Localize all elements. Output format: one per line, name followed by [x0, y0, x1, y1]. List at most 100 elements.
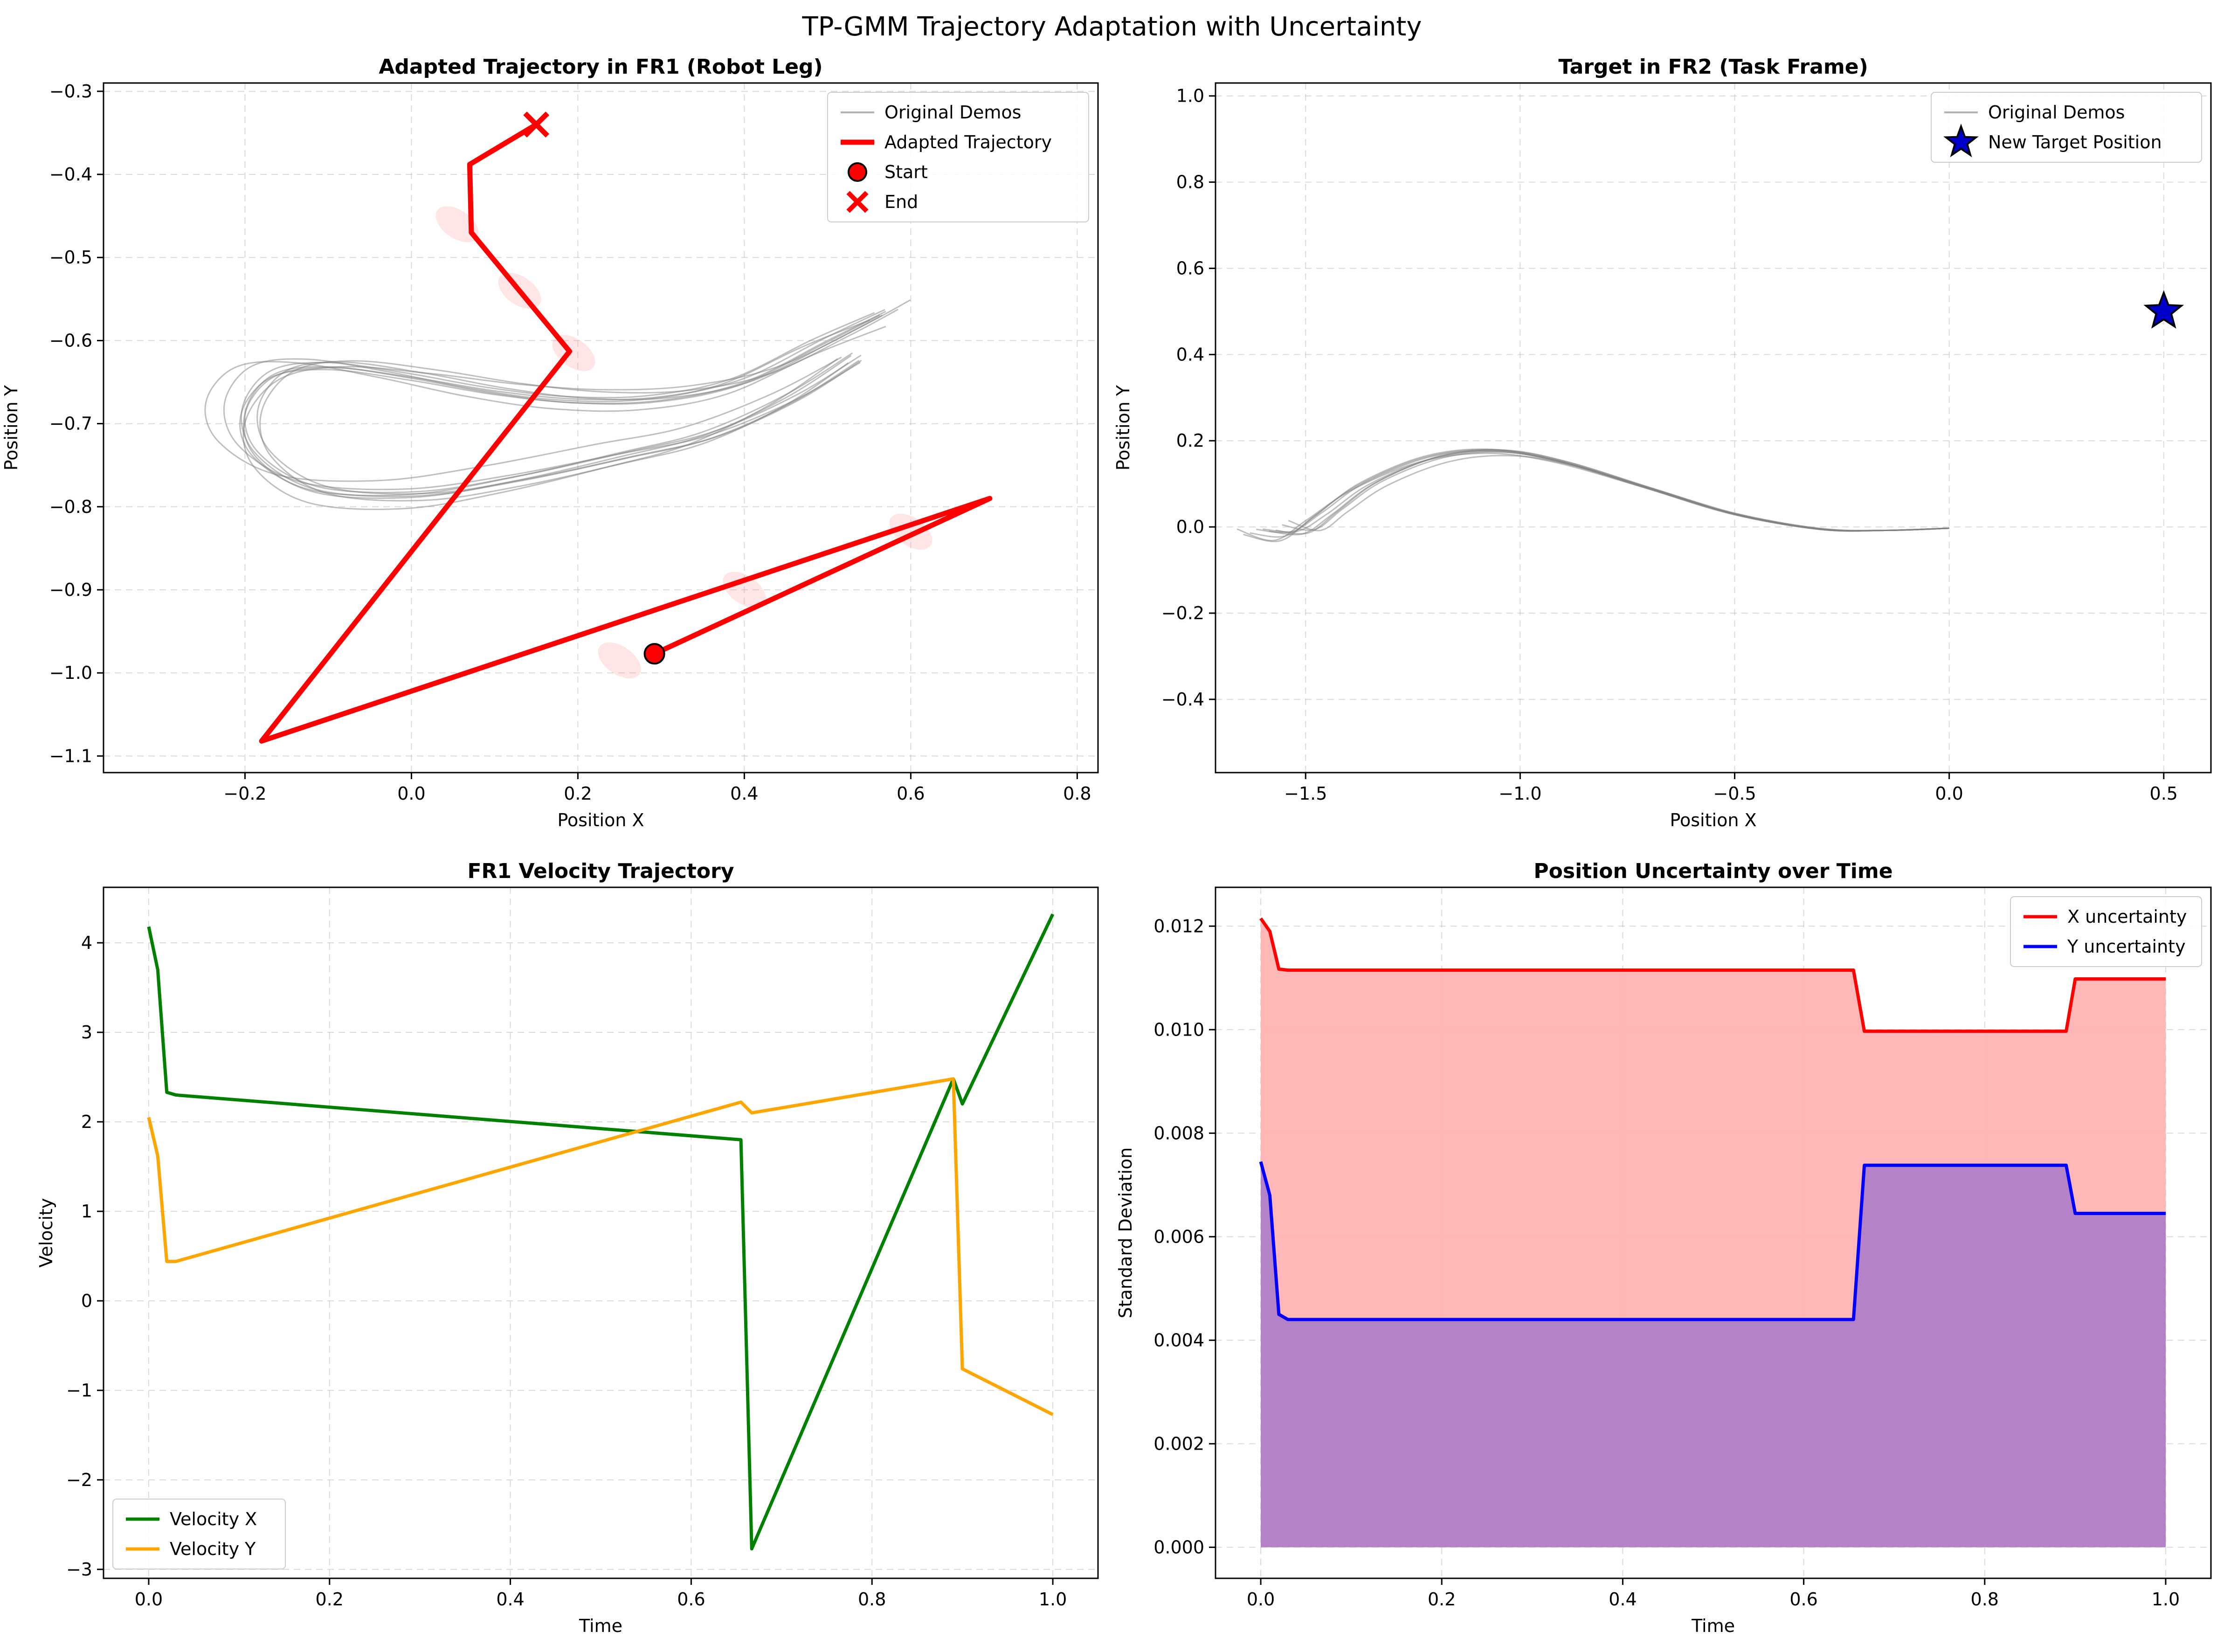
legend-label: Velocity Y — [170, 1539, 256, 1559]
x-axis-label: Position X — [557, 810, 644, 830]
legend-label: Original Demos — [884, 102, 1021, 123]
series-line-x-uncertainty — [1259, 917, 2166, 1033]
demo-trajectory-line — [256, 314, 883, 495]
chart-title: FR1 Velocity Trajectory — [467, 859, 734, 883]
legend-frame — [1931, 92, 2202, 163]
x-axis-label: Time — [579, 1616, 622, 1636]
y-axis-label: Velocity — [36, 1198, 56, 1267]
y-tick-label: 4 — [81, 933, 92, 953]
x-tick-label: 0.6 — [1789, 1589, 1817, 1610]
legend: X uncertainty Y uncertainty — [2010, 896, 2202, 967]
plot-area — [204, 111, 993, 744]
demo-trajectory-line — [1288, 455, 1949, 532]
legend-frame — [112, 1499, 286, 1569]
y-tick-label: 0.8 — [1176, 172, 1204, 193]
demo-trajectory-line — [243, 309, 885, 499]
x-tick-label: 0.6 — [897, 783, 925, 804]
legend-frame — [827, 92, 1089, 222]
x-tick-label: 0.0 — [1935, 783, 1963, 804]
y-tick-label: −0.7 — [49, 414, 92, 434]
uncertainty-ellipse — [435, 206, 479, 242]
y-tick-label: 0.4 — [1176, 344, 1204, 365]
legend: Original Demos New Target Position — [1931, 92, 2202, 163]
end-marker — [523, 111, 550, 138]
y-tick-label: −0.4 — [1161, 689, 1204, 710]
series-area-y-uncertainty — [1261, 1161, 2166, 1548]
x-tick-label: 0.0 — [397, 783, 425, 804]
legend-swatch-start — [848, 162, 867, 182]
y-tick-label: −0.8 — [49, 497, 92, 517]
x-axis-label: Position X — [1670, 810, 1756, 830]
x-tick-label: 0.4 — [1609, 1589, 1637, 1610]
x-tick-label: 0.8 — [1063, 783, 1091, 804]
x-tick-label: 0.4 — [730, 783, 758, 804]
demo-trajectory-line — [244, 314, 880, 493]
y-tick-label: −0.3 — [49, 81, 92, 102]
y-tick-label: −0.6 — [49, 330, 92, 351]
legend-label: Y uncertainty — [2067, 936, 2186, 957]
legend-label: Velocity X — [170, 1509, 257, 1529]
y-tick-label: −0.4 — [49, 164, 92, 185]
plot-area — [1236, 290, 2184, 542]
chart-position-uncertainty: 0.0 0.2 0.4 0.6 0.8 1.0 0.000 0.002 0.004 0.006 0.… — [1115, 859, 2212, 1636]
figure-title: TP-GMM Trajectory Adaptation with Uncert… — [802, 12, 1422, 42]
demo-trajectory-line — [242, 299, 911, 510]
chart-fr2-target: −1.5 −1.0 −0.5 0.0 0.5 −0.4 −0.2 0.0 0.2 0.4 0.6 0.… — [1113, 55, 2212, 830]
y-tick-label: 0.2 — [1176, 430, 1204, 451]
legend-label: Adapted Trajectory — [884, 132, 1052, 152]
y-tick-label: 2 — [81, 1112, 92, 1132]
axes-frame — [103, 82, 1099, 774]
series-line-velocity-y — [147, 1077, 1054, 1416]
y-tick-label: −1.0 — [49, 663, 92, 683]
x-tick-label: −1.0 — [1499, 783, 1541, 804]
y-tick-label: 0.0 — [1176, 517, 1204, 537]
y-tick-label: −0.5 — [49, 247, 92, 268]
x-tick-label: 0.6 — [677, 1589, 705, 1610]
x-tick-label: 1.0 — [1039, 1589, 1067, 1610]
start-marker — [643, 643, 665, 665]
axes-frame — [1215, 82, 2212, 774]
legend-label: New Target Position — [1988, 132, 2162, 152]
legend: Original Demos Adapted Trajectory Start End — [827, 92, 1089, 222]
chart-title: Adapted Trajectory in FR1 (Robot Leg) — [379, 55, 822, 79]
x-tick-label: 0.2 — [316, 1589, 344, 1610]
series-line-y-uncertainty — [1259, 1161, 2166, 1321]
x-tick-label: 0.2 — [564, 783, 592, 804]
y-axis-label: Position Y — [1113, 385, 1133, 470]
x-tick-label: 0.5 — [2150, 783, 2178, 804]
demo-trajectory-line — [204, 325, 886, 482]
x-tick-label: 0.0 — [1247, 1589, 1275, 1610]
x-tick-label: 1.0 — [2152, 1589, 2180, 1610]
legend-label: Start — [884, 162, 928, 182]
x-tick-label: −0.2 — [223, 783, 266, 804]
plot-area — [147, 913, 1055, 1551]
uncertainty-ellipse — [723, 572, 766, 608]
legend-swatch-end — [846, 191, 869, 213]
uncertainty-ellipse — [598, 642, 641, 679]
y-tick-label: −2 — [66, 1470, 92, 1490]
y-tick-label: 0.002 — [1153, 1433, 1204, 1454]
y-tick-label: 0.010 — [1153, 1019, 1204, 1040]
legend-swatch-target — [1943, 124, 1979, 158]
legend: Velocity X Velocity Y — [112, 1499, 286, 1569]
legend-label: X uncertainty — [2067, 906, 2187, 927]
adapted-trajectory-line — [259, 122, 993, 744]
y-tick-label: −0.9 — [49, 580, 92, 600]
y-axis-label: Position Y — [1, 385, 21, 470]
x-tick-label: −0.5 — [1713, 783, 1756, 804]
y-tick-label: −1.1 — [49, 746, 92, 766]
chart-title: Target in FR2 (Task Frame) — [1558, 55, 1868, 79]
y-tick-label: 0 — [81, 1291, 92, 1311]
y-tick-label: 0.008 — [1153, 1123, 1204, 1143]
series-line-velocity-x — [147, 913, 1055, 1551]
y-tick-label: 0.6 — [1176, 258, 1204, 278]
plot-area — [1259, 917, 2166, 1548]
y-tick-label: −1 — [66, 1380, 92, 1401]
y-tick-label: 0.004 — [1153, 1330, 1204, 1350]
x-tick-label: 0.8 — [858, 1589, 886, 1610]
y-tick-label: 0.000 — [1153, 1537, 1204, 1557]
x-tick-label: −1.5 — [1284, 783, 1327, 804]
y-tick-label: 0.012 — [1153, 916, 1204, 936]
legend-frame — [2010, 896, 2202, 967]
